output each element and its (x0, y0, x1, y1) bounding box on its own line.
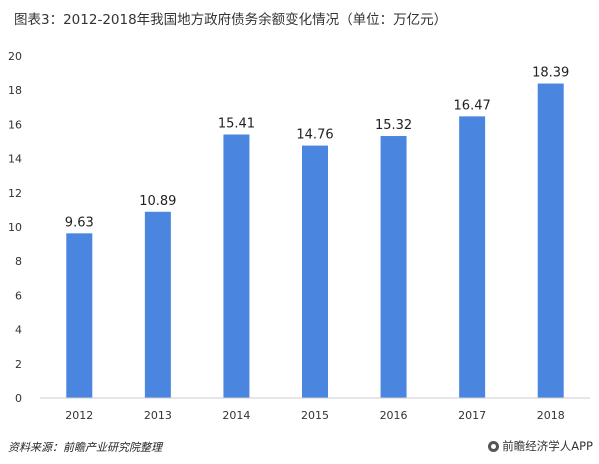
y-tick-label: 20 (8, 50, 22, 63)
y-axis: 0 2 4 6 8 10 12 14 16 18 20 (8, 50, 22, 405)
source-note: 资料来源：前瞻产业研究院整理 (8, 441, 162, 454)
x-tick-label: 2018 (537, 409, 565, 422)
y-tick-label: 8 (15, 255, 22, 268)
brand-logo-icon (488, 440, 500, 452)
y-tick-label: 18 (8, 84, 22, 97)
bar-2013 (144, 211, 171, 398)
y-tick-label: 10 (8, 221, 22, 234)
x-tick-label: 2016 (380, 409, 408, 422)
bar-2016 (380, 136, 407, 398)
y-tick-label: 2 (15, 358, 22, 371)
y-tick-label: 0 (15, 392, 22, 405)
brand-label: 前瞻经济学人APP (502, 439, 593, 453)
data-label-2018: 18.39 (532, 66, 569, 81)
chart-title: 图表3：2012-2018年我国地方政府债务余额变化情况（单位：万亿元） (14, 12, 448, 28)
x-axis: 2012 2013 2014 2015 2016 2017 2018 (65, 409, 564, 422)
x-tick-label: 2014 (222, 409, 250, 422)
bar-series (66, 83, 564, 398)
x-tick-label: 2015 (301, 409, 329, 422)
bar-2014 (223, 134, 250, 398)
y-tick-label: 4 (15, 324, 22, 337)
x-tick-label: 2017 (458, 409, 486, 422)
x-tick-label: 2013 (144, 409, 172, 422)
y-tick-label: 6 (15, 289, 22, 302)
x-tick-label: 2012 (65, 409, 93, 422)
brand-mark: 前瞻经济学人APP (488, 438, 593, 454)
bar-2012 (66, 233, 93, 398)
data-label-2013: 10.89 (139, 194, 176, 209)
y-tick-label: 14 (8, 153, 22, 166)
data-labels: 9.63 10.89 15.41 14.76 15.32 16.47 18.39 (65, 66, 570, 231)
bar-2018 (537, 83, 564, 398)
bar-2017 (459, 116, 486, 398)
data-label-2012: 9.63 (65, 215, 94, 230)
data-label-2015: 14.76 (296, 128, 333, 143)
y-tick-label: 12 (8, 187, 22, 200)
y-tick-label: 16 (8, 118, 22, 131)
data-label-2016: 15.32 (375, 118, 412, 133)
bar-2015 (302, 145, 328, 398)
data-label-2017: 16.47 (454, 98, 491, 113)
data-label-2014: 15.41 (218, 116, 255, 131)
